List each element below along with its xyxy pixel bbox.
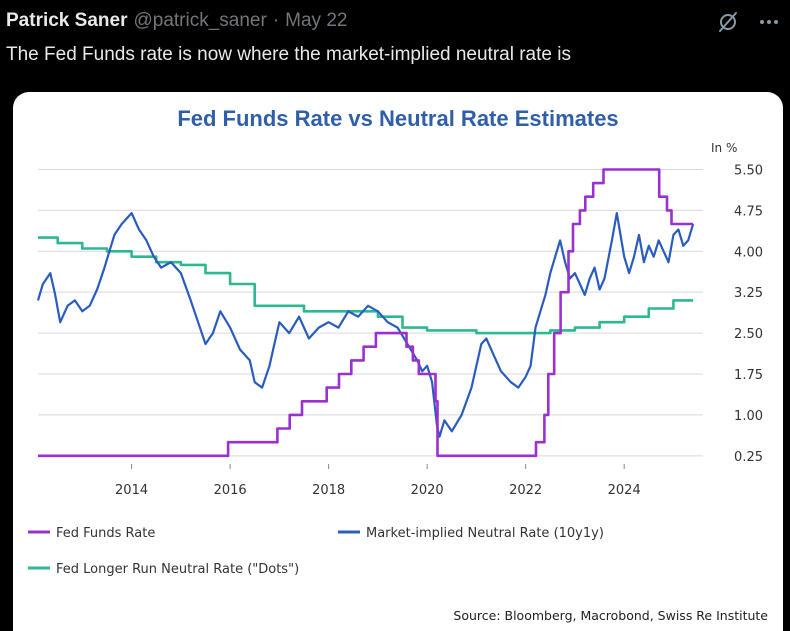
y-tick-label: 2.50 (734, 327, 763, 342)
x-tick-label: 2022 (509, 483, 542, 498)
y-tick-label: 4.00 (734, 245, 763, 260)
x-tick-label: 2018 (312, 483, 345, 498)
chart-image[interactable]: Fed Funds Rate vs Neutral Rate Estimates… (13, 92, 783, 631)
chart-svg: Fed Funds Rate vs Neutral Rate Estimates… (28, 106, 768, 623)
y-tick-label: 3.25 (734, 286, 763, 301)
author-handle[interactable]: @patrick_saner (133, 10, 267, 31)
author-name[interactable]: Patrick Saner (6, 10, 128, 31)
series-line-0 (38, 168, 694, 458)
x-tick-label: 2024 (608, 483, 641, 498)
legend-label: Market-implied Neutral Rate (10y1y) (366, 526, 604, 541)
y-tick-label: 1.00 (734, 409, 763, 424)
x-tick-label: 2014 (115, 483, 148, 498)
post-date[interactable]: May 22 (285, 10, 348, 31)
post-text: The Fed Funds rate is now where the mark… (6, 44, 571, 65)
x-tick-label: 2016 (214, 483, 247, 498)
legend-label: Fed Longer Run Neutral Rate ("Dots") (56, 562, 299, 577)
separator-dot: · (272, 10, 280, 31)
grid-lines (38, 168, 703, 457)
y-tick-label: 4.75 (734, 204, 763, 219)
source-note: Source: Bloomberg, Macrobond, Swiss Re I… (453, 608, 768, 623)
y-axis-ticks: 5.50 4.75 4.00 3.25 2.50 1.75 1.00 0.25 (734, 163, 763, 464)
y-tick-label: 5.50 (734, 163, 763, 178)
y-tick-label: 1.75 (734, 368, 763, 383)
post-header: Patrick Saner @patrick_saner · May 22 (6, 8, 347, 34)
series-lines (36, 168, 695, 458)
grok-slash-icon[interactable] (716, 10, 740, 34)
legend-label: Fed Funds Rate (56, 526, 155, 541)
y-unit-label: In % (711, 141, 737, 155)
x-tick-label: 2020 (411, 483, 444, 498)
series-line-1 (36, 212, 695, 438)
series-line-2 (38, 236, 694, 335)
x-axis-ticks: 2014 2016 2018 2020 2022 2024 (115, 464, 641, 498)
chart-title: Fed Funds Rate vs Neutral Rate Estimates (177, 106, 618, 131)
y-tick-label: 0.25 (734, 450, 763, 465)
legend: Fed Funds Rate Market-implied Neutral Rat… (28, 526, 604, 577)
more-dots-icon[interactable] (756, 10, 782, 34)
